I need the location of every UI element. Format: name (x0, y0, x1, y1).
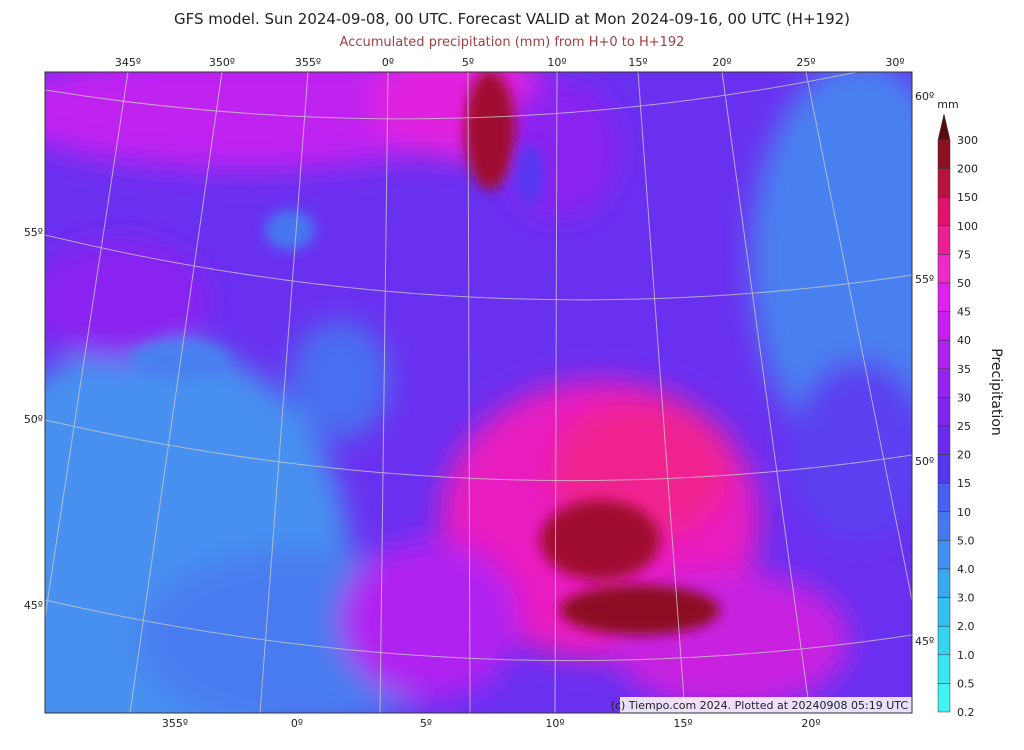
colorbar-band (937, 625, 951, 656)
lon-label: 15º (673, 717, 692, 730)
lon-label: 20º (801, 717, 820, 730)
colorbar-unit: mm (937, 98, 958, 111)
lon-label: 0º (382, 56, 394, 69)
colorbar-band (937, 482, 951, 513)
map-frame (44, 71, 913, 714)
lon-label: 355º (295, 56, 321, 69)
colorbar-level: 15 (957, 477, 971, 490)
colorbar-level: 4.0 (957, 563, 975, 576)
lat-label: 50º (915, 455, 934, 468)
colorbar-level: 300 (957, 134, 978, 147)
colorbar-band (937, 139, 951, 169)
colorbar-label: Precipitation (988, 348, 1004, 436)
colorbar-level: 100 (957, 220, 978, 233)
colorbar-level: 35 (957, 363, 971, 376)
lat-label: 55º (24, 226, 43, 239)
credit: (c) Tiempo.com 2024. Plotted at 20240908… (611, 699, 909, 712)
title: GFS model. Sun 2024-09-08, 00 UTC. Forec… (174, 10, 850, 28)
colorbar-band (937, 454, 951, 484)
colorbar-band (937, 254, 951, 284)
colorbar-band (937, 568, 951, 598)
lon-label: 25º (796, 56, 815, 69)
colorbar-band (937, 196, 951, 227)
colorbar-band (937, 339, 951, 370)
lat-label: 45º (24, 599, 43, 612)
colorbar-band (937, 168, 951, 198)
lat-label: 55º (915, 273, 934, 286)
colorbar-level: 0.5 (957, 677, 975, 690)
lon-label: 5º (462, 56, 474, 69)
colorbar-level: 75 (957, 248, 971, 261)
lon-label: 350º (209, 56, 235, 69)
colorbar-level: 25 (957, 420, 971, 433)
colorbar-band (937, 282, 951, 312)
colorbar-band (937, 511, 951, 541)
lat-label: 50º (24, 413, 43, 426)
colorbar-level: 5.0 (957, 534, 975, 547)
lon-label: 20º (712, 56, 731, 69)
lon-label: 0º (291, 717, 303, 730)
lon-label: 5º (420, 717, 432, 730)
lon-label: 10º (545, 717, 564, 730)
colorbar-band (937, 597, 951, 627)
colorbar-band (937, 683, 951, 713)
colorbar-level: 0.2 (957, 706, 975, 719)
colorbar-band (937, 540, 951, 570)
colorbar-level: 200 (957, 163, 978, 176)
colorbar-level: 3.0 (957, 592, 975, 605)
lon-label: 345º (115, 56, 141, 69)
lon-label: 10º (547, 56, 566, 69)
colorbar-overflow (937, 113, 951, 141)
precipitation-map (45, 72, 912, 713)
colorbar-level: 1.0 (957, 649, 975, 662)
lon-label: 15º (628, 56, 647, 69)
colorbar-band (937, 654, 951, 684)
colorbar-level: 20 (957, 449, 971, 462)
lon-label: 30º (885, 56, 904, 69)
colorbar-level: 150 (957, 191, 978, 204)
colorbar-level: 50 (957, 277, 971, 290)
colorbar-level: 2.0 (957, 620, 975, 633)
colorbar-band (937, 368, 951, 398)
colorbar-band (937, 425, 951, 455)
colorbar-band (937, 397, 951, 427)
subtitle: Accumulated precipitation (mm) from H+0 … (340, 35, 685, 50)
colorbar-level: 45 (957, 306, 971, 319)
colorbar-level: 40 (957, 334, 971, 347)
colorbar-band (937, 225, 951, 255)
lat-label: 60º (915, 90, 934, 103)
colorbar-band (937, 311, 951, 341)
colorbar-level: 10 (957, 506, 971, 519)
lat-label: 45º (915, 635, 934, 648)
lon-label: 355º (162, 717, 188, 730)
colorbar-level: 30 (957, 391, 971, 404)
